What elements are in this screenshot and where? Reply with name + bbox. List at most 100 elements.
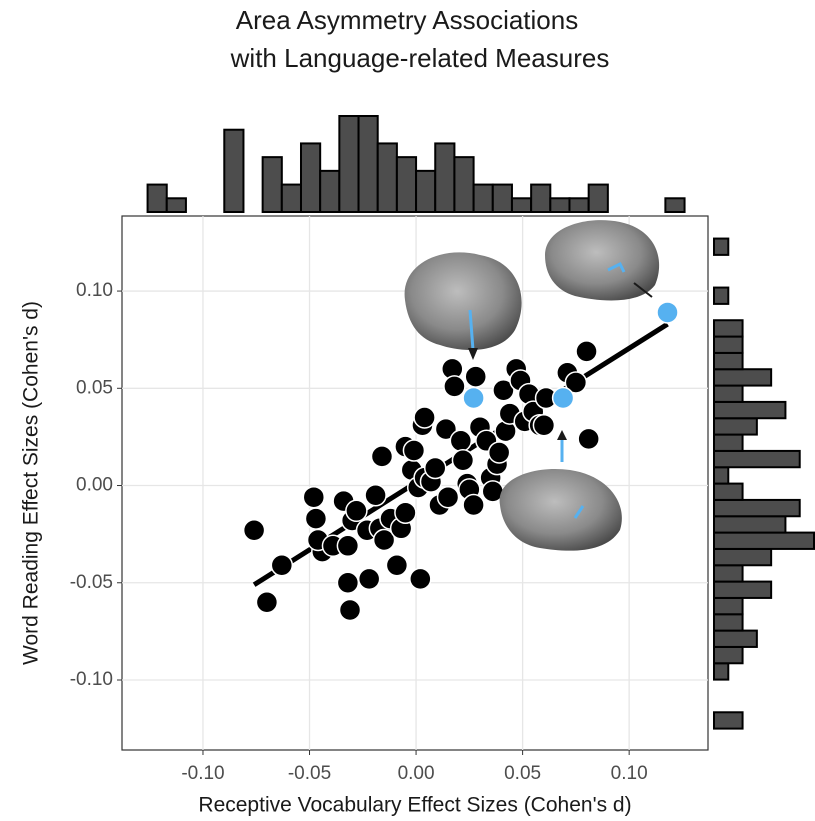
point (336, 534, 360, 558)
point (394, 501, 417, 525)
histogram-bar (713, 531, 815, 550)
histogram-bar (549, 197, 571, 214)
point (451, 448, 475, 472)
y-axis-title: Word Reading Effect Sizes (Cohen's d) (20, 301, 43, 665)
y-tick-label: -0.10 (70, 669, 113, 690)
x-tick-label: 0.10 (611, 763, 648, 784)
point (255, 590, 279, 614)
histogram-bar (713, 482, 744, 501)
histogram-bar (530, 183, 552, 213)
histogram-bar (713, 368, 773, 387)
point (402, 439, 426, 462)
brain-image (545, 220, 660, 301)
brain-image (404, 252, 522, 350)
x-tick-label: 0.00 (398, 763, 435, 784)
histogram-bar (713, 400, 787, 420)
histogram-bar (319, 169, 341, 214)
highlight-region (607, 261, 626, 273)
histogram-bar (713, 449, 801, 469)
arrow-head (468, 348, 478, 360)
point (564, 371, 588, 394)
point (338, 598, 362, 622)
highlight-region (573, 505, 585, 519)
histogram-bar (415, 169, 437, 214)
point (385, 554, 409, 577)
histogram-bar (338, 115, 360, 213)
histogram-bar (434, 142, 456, 213)
histogram-bar (713, 596, 744, 616)
histogram-bar (713, 547, 773, 567)
x-tick-label: 0.05 (504, 763, 541, 784)
histogram-bar (261, 156, 283, 213)
arrow (633, 282, 653, 298)
point (423, 456, 447, 480)
point (372, 528, 396, 552)
histogram-bar (713, 613, 744, 632)
histogram-bar (453, 156, 475, 213)
histogram-bar (713, 433, 744, 452)
y-tick-label: 0.00 (76, 475, 113, 496)
marks (242, 301, 679, 622)
point (364, 484, 387, 507)
histogram-bar (146, 183, 168, 213)
point (434, 417, 458, 441)
histogram-bar (713, 351, 744, 371)
histogram-bar (713, 319, 744, 338)
point (436, 485, 460, 509)
histogram-bar (713, 237, 730, 256)
point (370, 445, 394, 468)
x-axis-title: Receptive Vocabulary Effect Sizes (Cohen… (198, 794, 631, 817)
chart-title: with Language-related Measures (230, 43, 610, 73)
histogram-bar (713, 335, 744, 354)
histogram-bar (713, 466, 730, 485)
point (449, 429, 473, 453)
histogram-bar (510, 197, 533, 214)
arrow (468, 309, 475, 351)
point (575, 340, 598, 363)
y-tick-label: 0.10 (76, 280, 113, 301)
highlighted-point (656, 301, 679, 324)
histogram-bar (713, 711, 744, 730)
point (270, 554, 294, 577)
point (357, 567, 381, 591)
histogram-bar (165, 197, 187, 214)
histogram-bar (223, 128, 245, 213)
y-tick-label: 0.05 (76, 377, 113, 398)
point (532, 413, 556, 437)
point (242, 519, 266, 542)
point (304, 507, 328, 530)
point (336, 571, 360, 595)
histogram-bar (299, 142, 322, 213)
histogram-bar (713, 662, 730, 681)
histogram-bar (713, 515, 787, 534)
point (487, 441, 511, 464)
point (492, 378, 515, 402)
histogram-bar (713, 645, 744, 665)
point (443, 375, 466, 398)
highlighted-point (462, 386, 485, 410)
point (409, 567, 432, 591)
histogram-bar (713, 498, 801, 518)
histogram-bar (713, 564, 744, 583)
histogram-bar (713, 286, 730, 305)
histogram-bar (357, 115, 379, 213)
histogram-bar (664, 197, 686, 214)
brain-image (499, 468, 622, 551)
histogram-bar (713, 384, 744, 403)
histogram-bar (491, 183, 513, 213)
point (413, 406, 436, 429)
histogram-bar (568, 197, 590, 214)
histogram-bar (713, 580, 773, 599)
arrow-head (557, 430, 567, 440)
point (345, 499, 368, 523)
histogram-bar (472, 183, 494, 213)
highlighted-point (551, 386, 575, 410)
point (577, 427, 600, 451)
histogram-bar (587, 183, 609, 213)
brain-images (404, 220, 660, 551)
point (464, 365, 487, 388)
histogram-bar (395, 156, 418, 213)
histogram-bar (713, 417, 758, 436)
histogram-bar (713, 629, 758, 648)
